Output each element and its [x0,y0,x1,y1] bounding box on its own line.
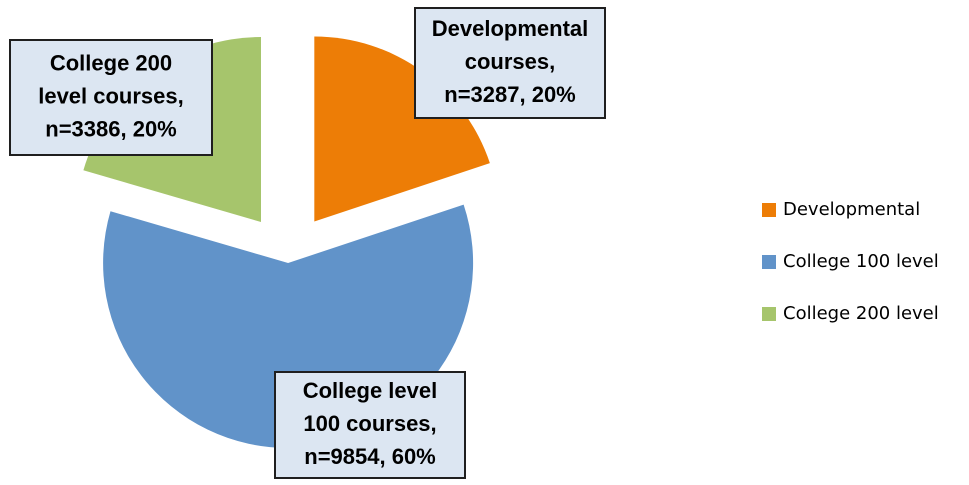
data-label: n=9854, 60% [304,444,435,469]
data-label: n=3287, 20% [444,82,575,107]
data-label: College 200 [50,50,172,75]
legend-label: College 200 level [783,303,939,324]
legend-swatch [762,307,776,321]
pie-slice [314,36,490,222]
legend-label: College 100 level [783,251,939,272]
data-label-box [414,7,606,119]
data-label: Developmental [432,16,589,41]
data-label: n=3386, 20% [45,116,176,141]
data-label-box [9,39,213,156]
legend-swatch [762,255,776,269]
legend-label: Developmental [783,199,920,220]
legend-swatch [762,203,776,217]
data-label: courses, [465,49,556,74]
data-label: level courses, [38,83,184,108]
data-label-box [274,371,466,479]
data-label: 100 courses, [303,411,436,436]
data-label: College level [303,378,438,403]
